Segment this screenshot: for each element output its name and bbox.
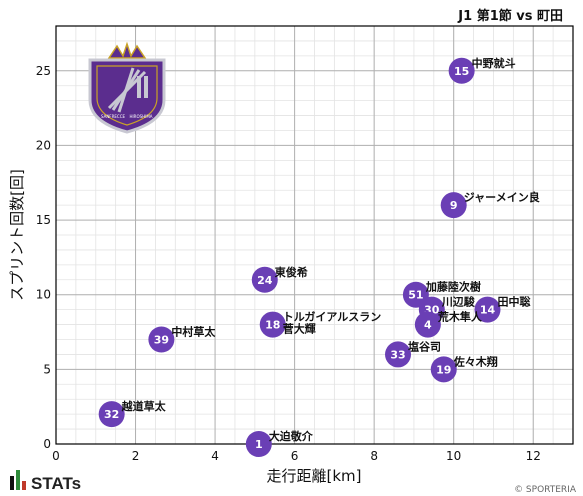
point-number: 15 xyxy=(454,65,469,78)
y-tick-label: 20 xyxy=(36,138,51,152)
point-label: 田中聡 xyxy=(497,295,530,309)
y-tick-label: 5 xyxy=(43,362,51,376)
point-number: 24 xyxy=(257,274,273,287)
crest-text-2: HIROSHIMA xyxy=(129,114,152,119)
crest-shield xyxy=(88,58,166,134)
point-number: 14 xyxy=(480,304,496,317)
point-number: 19 xyxy=(436,363,451,376)
point-marker xyxy=(430,356,457,383)
x-tick-label: 4 xyxy=(211,449,219,463)
plot-frame xyxy=(55,25,574,445)
data-point: 菅大輝 xyxy=(283,322,316,336)
data-points: 15中野就斗9ジャーメイン良24東俊希51加藤陸次樹30川辺駿14田中聡18トル… xyxy=(98,56,540,457)
point-label: トルガイアルスラン xyxy=(283,310,382,324)
point-label: 大迫敬介 xyxy=(269,429,314,443)
point-number: 1 xyxy=(255,438,263,451)
crest-inner xyxy=(96,65,158,126)
crest-bar-2 xyxy=(144,76,148,98)
point-label: 中野就斗 xyxy=(472,56,516,70)
x-axis-label: 走行距離[km] xyxy=(266,467,361,485)
point-label: ジャーメイン良 xyxy=(464,190,540,204)
y-tick-label: 0 xyxy=(43,437,51,451)
x-tick-label: 12 xyxy=(526,449,541,463)
point-number: 9 xyxy=(450,199,458,212)
crest-text-1: SANFRECCE xyxy=(101,114,126,119)
point-marker xyxy=(474,296,501,323)
crest-bar-1 xyxy=(137,76,141,98)
point-number: 18 xyxy=(265,319,280,332)
point-label: 佐々木翔 xyxy=(453,354,498,368)
point-number: 39 xyxy=(154,334,169,347)
chart-title: J1 第1節 vs 町田 xyxy=(457,8,563,24)
y-tick-label: 10 xyxy=(36,288,51,302)
point-label: 川辺駿 xyxy=(441,295,476,309)
point-label: 塩谷司 xyxy=(408,339,441,353)
point-number: 4 xyxy=(424,319,432,332)
point-label: 中村草太 xyxy=(171,325,216,339)
x-tick-label: 8 xyxy=(370,449,378,463)
club-crest-logo: SANFRECCE HIROSHIMA xyxy=(88,41,166,134)
point-marker xyxy=(385,341,412,368)
y-axis-label: スプリント回数[回] xyxy=(8,169,26,301)
y-tick-label: 25 xyxy=(36,64,51,78)
point-label: 菅大輝 xyxy=(283,322,316,336)
point-marker xyxy=(259,311,286,338)
stats-brand-text: STATs xyxy=(31,474,81,493)
crest-arrow-3 xyxy=(117,67,135,113)
copyright-text: © SPORTERIA xyxy=(514,485,577,495)
x-tick-labels: 0 2 4 6 8 10 12 xyxy=(52,449,541,463)
x-tick-label: 10 xyxy=(446,449,461,463)
x-tick-label: 0 xyxy=(52,449,60,463)
point-number: 33 xyxy=(390,348,405,361)
point-label: 荒木隼人 xyxy=(437,310,483,324)
point-marker xyxy=(440,192,467,219)
data-point: 1 大迫敬介 xyxy=(245,429,314,457)
crest-crown xyxy=(107,41,147,59)
y-tick-label: 15 xyxy=(36,213,51,227)
point-marker xyxy=(251,266,278,293)
x-tick-label: 6 xyxy=(291,449,299,463)
point-marker xyxy=(414,311,441,338)
point-marker xyxy=(245,431,272,457)
data-point: 4 荒木隼人 xyxy=(414,310,483,338)
point-marker xyxy=(148,326,175,353)
y-tick-labels: 0 5 10 15 20 25 xyxy=(36,64,51,451)
point-marker xyxy=(98,401,125,428)
point-number: 32 xyxy=(104,408,119,421)
data-point: 9 ジャーメイン良 xyxy=(440,190,540,219)
point-label: 加藤陸次樹 xyxy=(425,280,481,294)
point-label: 東俊希 xyxy=(275,265,308,279)
point-label: 越道草太 xyxy=(121,399,167,413)
x-tick-label: 2 xyxy=(132,449,140,463)
point-number: 51 xyxy=(408,289,423,302)
point-marker xyxy=(448,57,475,84)
stats-brand-icon xyxy=(10,470,26,490)
